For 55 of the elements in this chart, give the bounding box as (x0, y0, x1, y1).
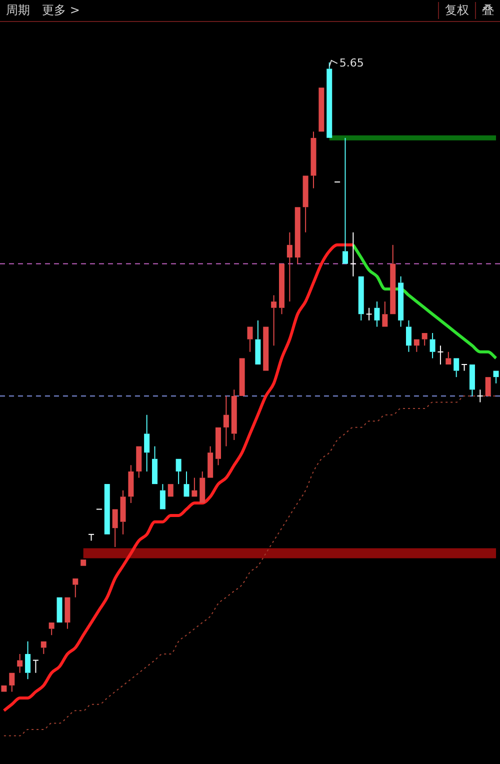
candlestick (192, 477, 198, 497)
candlestick (374, 301, 380, 328)
candlestick (390, 244, 396, 314)
candlestick (144, 414, 150, 472)
candlestick (302, 176, 308, 233)
candlestick (112, 509, 118, 548)
candlestick (25, 640, 31, 680)
text: 叠 (475, 2, 500, 19)
candlestick (382, 301, 388, 327)
text: 更多 > (41, 2, 81, 19)
candlestick (437, 345, 444, 365)
candlestick (271, 294, 277, 346)
candlestick (17, 653, 23, 674)
candlestick (231, 389, 237, 441)
candlestick (294, 207, 300, 264)
text: 周期 (5, 2, 31, 19)
candlestick (398, 276, 404, 328)
candlestick (223, 395, 229, 447)
text: 复权 (438, 2, 475, 19)
candlestick (454, 358, 460, 378)
candlestick (48, 622, 54, 636)
candlestick (72, 578, 78, 598)
candlestick (278, 264, 284, 315)
candlestick (247, 326, 253, 352)
candlestick (446, 351, 452, 364)
candlestick (32, 660, 39, 674)
candlestick (40, 641, 46, 654)
annotation: 5.65 (339, 56, 364, 70)
candlestick (366, 307, 372, 321)
candlestick (469, 364, 475, 396)
candlestick (160, 484, 166, 510)
candlestick (136, 446, 142, 478)
candlestick (350, 232, 356, 277)
candlestick (128, 464, 134, 504)
candlestick (422, 333, 428, 346)
candlestick (406, 320, 412, 352)
candlestick (358, 276, 364, 321)
candlestick (461, 364, 468, 372)
candlestick (310, 131, 316, 189)
candlestick (430, 332, 436, 359)
candlestick (286, 232, 292, 302)
candlestick (208, 446, 214, 478)
candlestick (255, 320, 261, 364)
candlestick (493, 370, 499, 384)
candlestick (414, 339, 420, 352)
candlestick (476, 389, 484, 403)
candlestick (216, 427, 222, 466)
candlestick (342, 137, 348, 264)
candlestick (9, 672, 15, 692)
candlestick (176, 458, 182, 485)
candlestick (120, 490, 126, 535)
candlestick (200, 470, 206, 503)
candlestick (64, 597, 70, 630)
candlestick (184, 470, 190, 497)
candlestick (152, 446, 158, 484)
